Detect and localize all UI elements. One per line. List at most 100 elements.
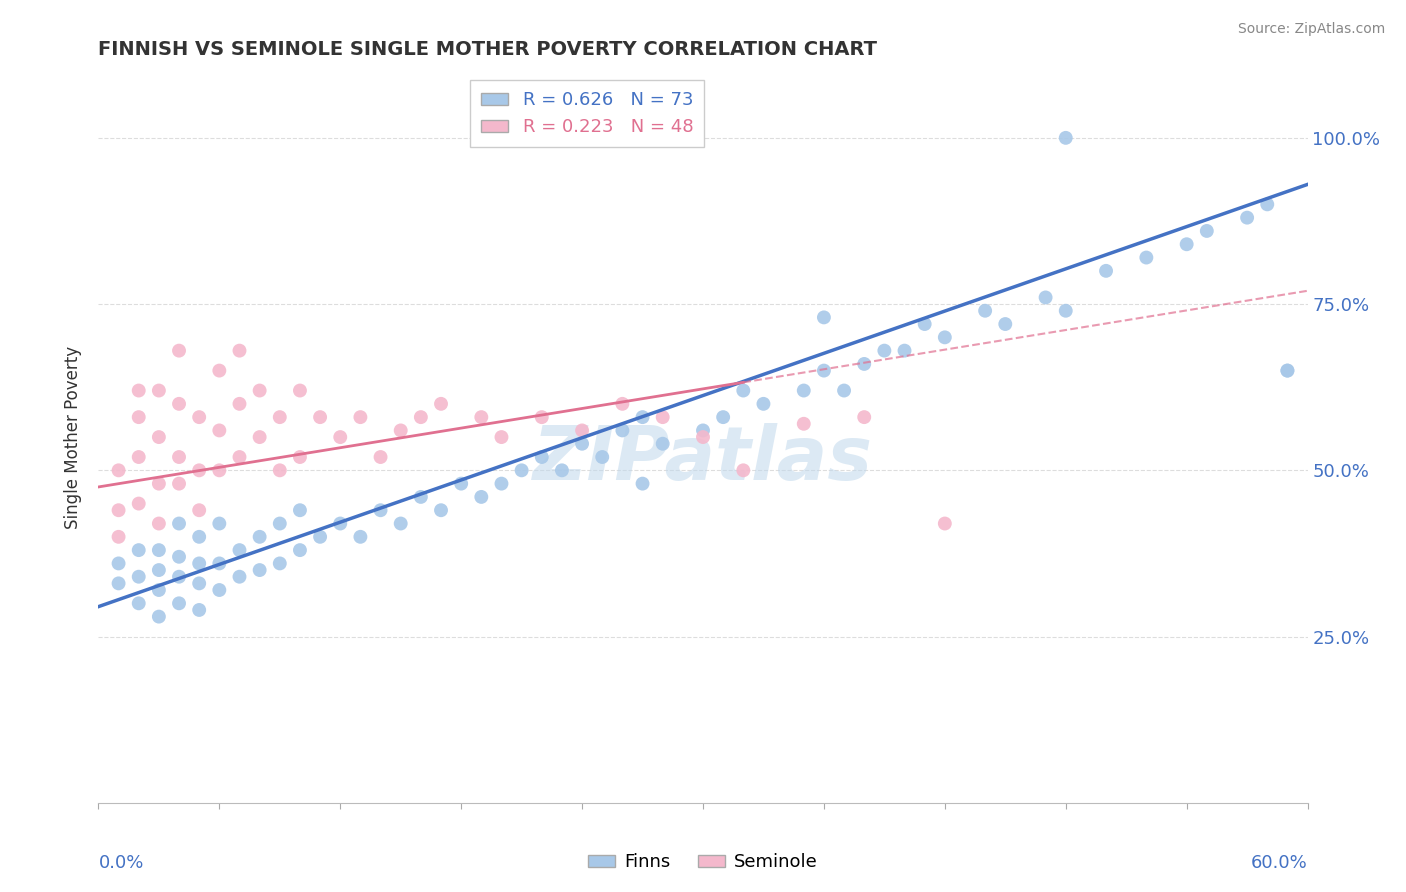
Point <box>107 576 129 591</box>
Point <box>167 570 190 584</box>
Point <box>148 476 170 491</box>
Point <box>188 557 211 571</box>
Point <box>188 576 211 591</box>
Point <box>430 397 453 411</box>
Point <box>1054 131 1077 145</box>
Point <box>128 450 150 464</box>
Point <box>733 463 755 477</box>
Point <box>631 476 654 491</box>
Point <box>167 397 190 411</box>
Point <box>349 410 371 425</box>
Text: ZIPatlas: ZIPatlas <box>533 423 873 496</box>
Point <box>409 490 432 504</box>
Point <box>148 430 170 444</box>
Point <box>228 343 250 358</box>
Point <box>651 436 673 450</box>
Point <box>470 490 492 504</box>
Point <box>188 530 211 544</box>
Point <box>692 424 714 438</box>
Point <box>530 450 553 464</box>
Point <box>711 410 734 425</box>
Point <box>813 363 835 377</box>
Point <box>893 343 915 358</box>
Point <box>329 430 352 444</box>
Point <box>167 549 190 564</box>
Point <box>208 516 231 531</box>
Point <box>128 384 150 398</box>
Point <box>107 530 129 544</box>
Point <box>793 384 815 398</box>
Point <box>148 516 170 531</box>
Point <box>409 410 432 425</box>
Point <box>167 476 190 491</box>
Point <box>651 410 673 425</box>
Point <box>208 463 231 477</box>
Point <box>188 603 211 617</box>
Point <box>813 310 835 325</box>
Point <box>288 384 311 398</box>
Point <box>128 596 150 610</box>
Point <box>530 410 553 425</box>
Point <box>188 410 211 425</box>
Point <box>208 363 231 377</box>
Point <box>914 317 936 331</box>
Point <box>288 543 311 558</box>
Point <box>269 557 291 571</box>
Point <box>167 596 190 610</box>
Point <box>148 384 170 398</box>
Point <box>934 516 956 531</box>
Point <box>1195 224 1218 238</box>
Point <box>167 343 190 358</box>
Point <box>491 476 513 491</box>
Point <box>107 463 129 477</box>
Point <box>1095 264 1118 278</box>
Point <box>228 570 250 584</box>
Point <box>349 530 371 544</box>
Text: 0.0%: 0.0% <box>98 854 143 872</box>
Point <box>551 463 574 477</box>
Point <box>1277 363 1299 377</box>
Point <box>631 410 654 425</box>
Point <box>249 530 271 544</box>
Point <box>974 303 997 318</box>
Point <box>430 503 453 517</box>
Point <box>309 410 332 425</box>
Point <box>1256 197 1278 211</box>
Point <box>128 543 150 558</box>
Point <box>370 503 392 517</box>
Point <box>389 516 412 531</box>
Point <box>107 557 129 571</box>
Point <box>571 436 593 450</box>
Point <box>269 410 291 425</box>
Point <box>249 563 271 577</box>
Point <box>450 476 472 491</box>
Point <box>612 397 634 411</box>
Point <box>249 384 271 398</box>
Point <box>167 450 190 464</box>
Point <box>208 424 231 438</box>
Point <box>733 384 755 398</box>
Point <box>1035 290 1057 304</box>
Point <box>148 543 170 558</box>
Point <box>148 563 170 577</box>
Point <box>389 424 412 438</box>
Point <box>994 317 1017 331</box>
Text: 60.0%: 60.0% <box>1251 854 1308 872</box>
Point <box>249 430 271 444</box>
Point <box>128 410 150 425</box>
Point <box>188 463 211 477</box>
Point <box>128 497 150 511</box>
Point <box>228 397 250 411</box>
Point <box>148 609 170 624</box>
Point <box>329 516 352 531</box>
Point <box>510 463 533 477</box>
Point <box>269 516 291 531</box>
Point <box>228 450 250 464</box>
Point <box>692 430 714 444</box>
Point <box>370 450 392 464</box>
Point <box>288 450 311 464</box>
Point <box>1135 251 1157 265</box>
Point <box>228 543 250 558</box>
Point <box>571 424 593 438</box>
Point <box>1236 211 1258 225</box>
